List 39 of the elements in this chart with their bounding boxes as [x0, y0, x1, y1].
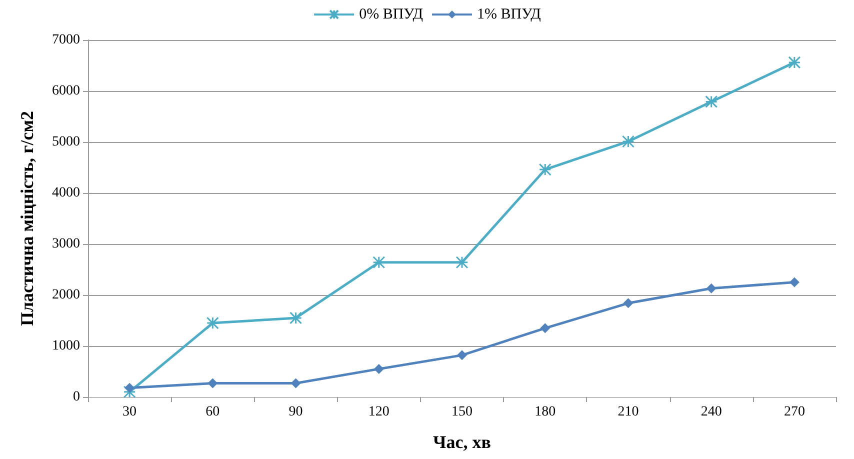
- y-tick-label: 0: [73, 390, 80, 404]
- point: [623, 298, 634, 308]
- point: [123, 386, 136, 398]
- y-axis-title: Пластична міцність, г/см2: [17, 110, 37, 326]
- point: [705, 95, 718, 108]
- x-tick-label: 30: [122, 404, 137, 420]
- point: [622, 135, 634, 148]
- y-tick-label: 2000: [52, 288, 80, 302]
- x-tick-label: 60: [206, 404, 220, 420]
- point: [290, 312, 302, 324]
- point: [456, 256, 468, 269]
- x-tick-label: 270: [784, 404, 805, 420]
- point: [206, 316, 219, 330]
- point: [372, 256, 386, 269]
- point: [124, 382, 135, 393]
- point: [290, 378, 301, 388]
- point: [540, 323, 550, 334]
- x-tick-label: 90: [288, 404, 303, 420]
- y-tick-label: 5000: [52, 134, 80, 150]
- point: [457, 350, 467, 360]
- y-tick-label: 1000: [52, 338, 80, 354]
- y-tick-label: 3000: [52, 236, 80, 252]
- point: [789, 277, 800, 288]
- point: [538, 163, 552, 176]
- x-tick-label: 240: [700, 404, 722, 420]
- legend-label: 1% ВПУД: [477, 6, 541, 22]
- y-tick-label: 4000: [52, 186, 80, 200]
- x-tick-label: 120: [368, 404, 390, 420]
- x-axis-title: Час, хв: [433, 432, 492, 452]
- point: [374, 364, 384, 374]
- x-tick-label: 210: [618, 404, 639, 420]
- x-tick-label: 150: [452, 404, 472, 420]
- x-tick-label: 180: [534, 404, 556, 420]
- point: [788, 56, 801, 69]
- y-tick-label: 7000: [52, 32, 80, 48]
- y-tick-label: 6000: [52, 84, 80, 98]
- legend-label: 0% ВПУД: [359, 6, 424, 22]
- point: [208, 378, 218, 388]
- point: [706, 283, 716, 294]
